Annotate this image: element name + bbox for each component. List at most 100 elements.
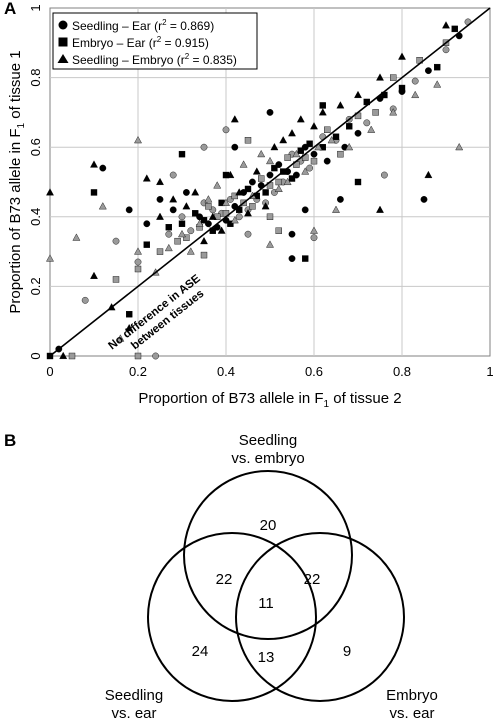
data-point-square <box>310 157 318 165</box>
x-tick-label: 0.8 <box>393 364 411 379</box>
data-point-circle <box>112 237 120 245</box>
data-point-circle <box>363 119 371 127</box>
data-point-triangle <box>178 229 186 238</box>
y-tick-label: 0.4 <box>28 208 43 226</box>
data-point-circle <box>442 46 450 54</box>
data-point-triangle <box>182 202 191 210</box>
legend-entry-1: Seedling – Ear (r2 = 0.869) <box>72 18 214 33</box>
set-label-left-2: vs. ear <box>111 705 156 722</box>
data-point-square <box>434 63 441 71</box>
data-point-square <box>90 189 98 196</box>
data-point-circle <box>187 227 195 235</box>
data-point-square <box>258 175 265 182</box>
venn-circle-embryo-vs-ear <box>235 532 405 702</box>
data-point-square <box>165 224 173 231</box>
venn-circle-seedling-vs-ear <box>147 532 317 702</box>
data-point-circle <box>235 213 243 221</box>
data-point-circle <box>178 213 186 221</box>
data-point-circle <box>301 206 309 214</box>
data-point-triangle <box>46 254 54 262</box>
data-point-triangle <box>411 90 420 99</box>
data-point-square <box>231 192 239 200</box>
x-tick-label: 1 <box>486 364 493 379</box>
data-point-triangle <box>142 174 151 182</box>
data-point-triangle <box>283 177 292 186</box>
data-point-square <box>156 248 164 255</box>
data-point-circle <box>244 230 252 238</box>
data-point-circle <box>288 230 296 238</box>
legend-entry-3: Seedling – Embryo (r2 = 0.835) <box>72 52 237 67</box>
x-axis-label: Proportion of B73 allele in F1 of tissue… <box>138 390 401 410</box>
data-point-triangle <box>98 202 107 210</box>
data-point-square <box>244 137 252 144</box>
data-point-triangle <box>222 198 230 206</box>
data-point-triangle <box>217 226 226 234</box>
venn-count-left-only: 24 <box>192 643 209 660</box>
data-point-square <box>68 352 76 360</box>
y-tick-label: 0 <box>28 352 43 359</box>
data-point-triangle <box>200 236 208 245</box>
identity-line <box>49 7 491 357</box>
x-tick-label: 0.4 <box>217 364 235 379</box>
data-point-square <box>200 217 208 224</box>
data-point-square <box>288 175 296 182</box>
data-point-square <box>266 213 274 221</box>
data-point-triangle <box>270 142 279 151</box>
data-point-circle <box>306 164 313 172</box>
data-point-circle <box>81 296 89 304</box>
data-point-circle <box>143 220 151 228</box>
data-point-square <box>244 185 252 193</box>
data-point-triangle <box>235 188 244 196</box>
set-label-top-2: vs. embryo <box>231 450 304 467</box>
data-point-triangle <box>327 136 336 144</box>
data-point-triangle <box>266 240 274 248</box>
data-point-triangle <box>72 233 81 241</box>
set-label-right-1: Embryo <box>386 687 438 704</box>
data-point-triangle <box>433 80 442 88</box>
data-point-square <box>262 189 269 196</box>
set-label-left-1: Seedling <box>105 687 163 704</box>
data-point-square <box>390 74 397 81</box>
venn-count-top-left: 22 <box>216 571 233 588</box>
legend-square-marker <box>58 37 68 47</box>
data-point-square <box>398 84 406 92</box>
venn-circle-seedling-vs-embryo <box>183 470 353 640</box>
data-point-circle <box>200 143 208 151</box>
data-point-triangle <box>164 243 173 252</box>
data-point-triangle <box>318 108 327 116</box>
data-point-triangle <box>244 209 252 217</box>
data-point-triangle <box>376 73 384 81</box>
data-point-triangle <box>257 149 266 158</box>
data-point-triangle <box>252 167 261 175</box>
data-point-triangle <box>208 212 217 220</box>
data-point-circle <box>156 195 164 203</box>
x-tick-label: 0 <box>46 364 53 379</box>
data-point-circle <box>169 171 177 179</box>
data-point-triangle <box>354 90 362 99</box>
data-point-triangle <box>376 205 384 213</box>
data-point-circle <box>169 206 177 214</box>
data-point-square <box>249 203 256 210</box>
data-point-square <box>200 251 208 259</box>
data-point-square <box>227 220 234 227</box>
data-point-square <box>275 227 282 234</box>
venn-count-all-three: 11 <box>258 595 274 612</box>
data-point-square <box>284 154 291 161</box>
legend-entry-2: Embryo – Ear (r2 = 0.915) <box>72 35 209 50</box>
data-point-square <box>191 210 199 217</box>
data-point-triangle <box>310 226 318 234</box>
set-label-right-2: vs. ear <box>389 705 434 722</box>
data-point-triangle <box>125 323 134 332</box>
data-point-square <box>125 311 133 318</box>
data-point-square <box>354 178 362 186</box>
data-point-circle <box>288 255 296 262</box>
data-point-circle <box>125 206 133 214</box>
data-point-triangle <box>398 52 406 60</box>
y-tick-label: 0.6 <box>28 138 43 156</box>
data-point-triangle <box>274 184 283 192</box>
data-point-circle <box>380 171 388 179</box>
data-point-square <box>302 255 309 262</box>
y-tick-labels: 0 0.2 0.4 0.6 0.8 1 <box>28 4 43 359</box>
venn-count-top-only: 20 <box>260 517 277 534</box>
